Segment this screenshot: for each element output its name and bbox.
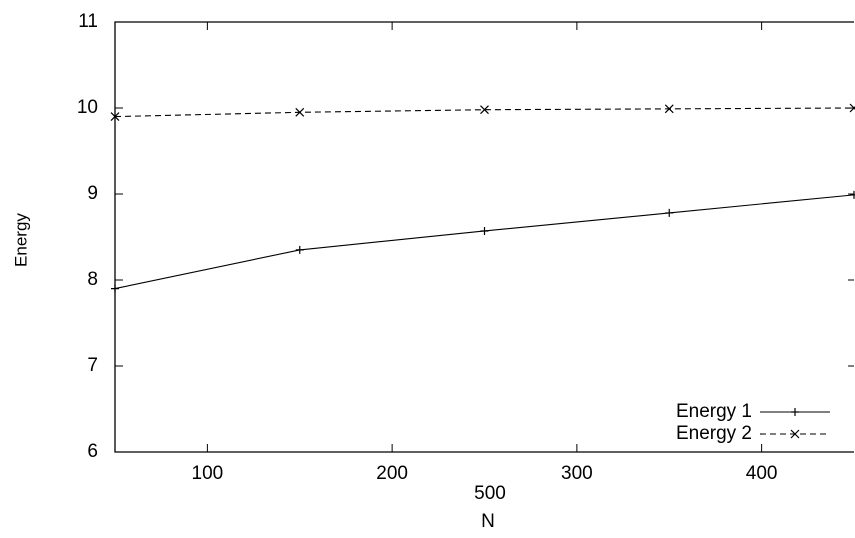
legend-marker xyxy=(791,408,799,416)
plot-border xyxy=(114,21,854,453)
point xyxy=(665,208,674,217)
legend-marker xyxy=(790,429,800,439)
y-tick-label: 10 xyxy=(77,97,98,118)
point xyxy=(480,105,489,115)
x-tick-label: 100 xyxy=(192,463,224,484)
series-line xyxy=(114,194,855,290)
point xyxy=(295,107,305,117)
legend-label: Energy 2 xyxy=(676,423,752,444)
series-line xyxy=(114,107,855,118)
legend-label: Energy 1 xyxy=(676,401,752,422)
y-tick-label: 9 xyxy=(87,183,98,204)
point xyxy=(111,284,119,293)
y-tick-label: 7 xyxy=(87,355,98,376)
y-tick-label: 11 xyxy=(78,11,98,32)
point xyxy=(664,104,674,114)
point xyxy=(850,190,855,199)
x-tick-label: 300 xyxy=(561,463,593,484)
x-tick-label: 400 xyxy=(746,463,778,484)
y-axis-label: Energy xyxy=(11,213,30,267)
y-tick-label: 8 xyxy=(87,269,98,290)
annotation: 500 xyxy=(474,483,506,504)
point xyxy=(849,103,855,113)
point xyxy=(480,226,489,235)
point xyxy=(110,112,120,122)
point xyxy=(295,245,304,254)
y-tick-label: 6 xyxy=(87,441,98,462)
x-axis-label: N xyxy=(481,511,495,532)
x-tick-label: 200 xyxy=(376,463,408,484)
